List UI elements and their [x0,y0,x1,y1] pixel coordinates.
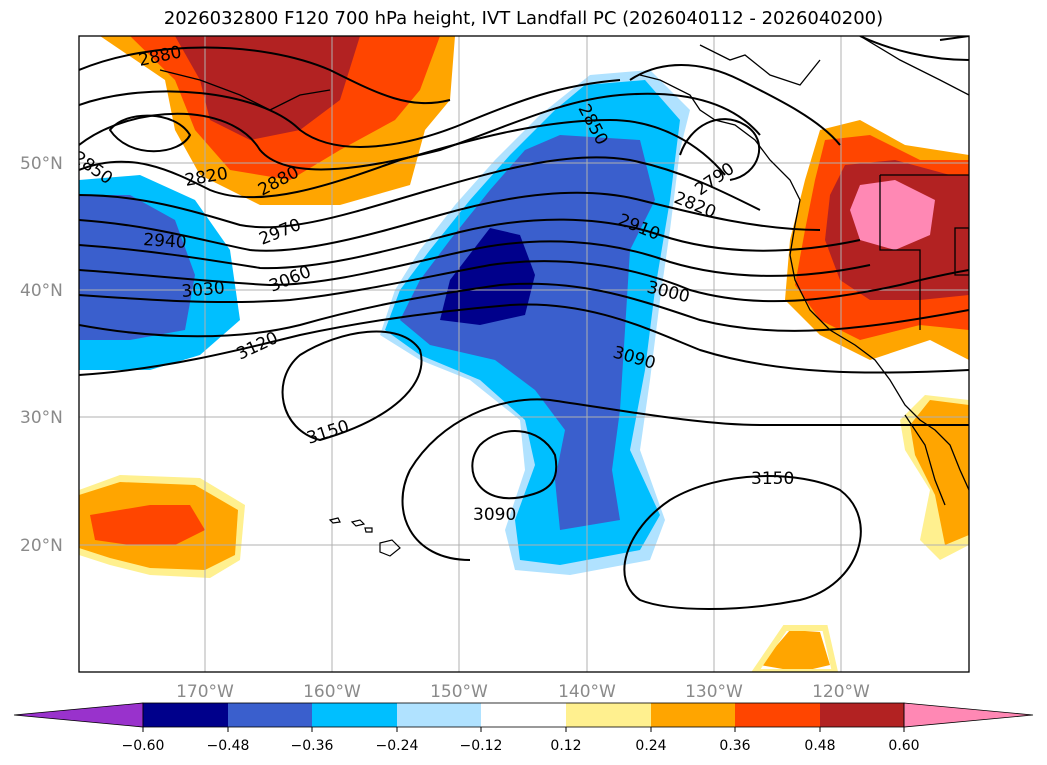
colorbar [13,702,1034,732]
colorbar-segment [143,703,228,727]
lat-label: 30°N [20,408,63,428]
colorbar-segment [820,703,904,727]
lon-label: 170°W [176,682,234,702]
colorbar-tick-label: −0.24 [376,738,419,754]
colorbar-tick-label: −0.36 [291,738,334,754]
colorbar-tick-label: −0.12 [460,738,503,754]
anomaly-positive-bottom [751,625,839,672]
anomaly-positive-southwest [79,475,245,578]
colorbar-tick-label: −0.60 [122,738,165,754]
lat-label: 40°N [20,281,63,301]
colorbar-segment [228,703,312,727]
map-area: 2880 2850 2820 2880 2940 2970 3030 3060 … [79,36,969,672]
hawaii-islands [328,517,401,557]
height-contours [79,36,969,610]
colorbar-extend-low [13,702,144,728]
colorbar-tick-label: 0.12 [550,738,581,754]
colorbar-extend-high [903,702,1034,728]
colorbar-segment [481,703,566,727]
coastlines [159,36,969,506]
gridlines [79,36,969,672]
longitude-labels: 170°W 160°W 150°W 140°W 130°W 120°W [176,682,870,702]
lon-label: 130°W [685,682,743,702]
colorbar-tick-label: 0.36 [719,738,750,754]
contour-label: 3150 [751,469,794,489]
colorbar-tick-labels: −0.60 −0.48 −0.36 −0.24 −0.12 0.12 0.24 … [122,738,920,754]
contour-label: 3030 [181,278,226,302]
anomaly-positive-westcoast [785,120,969,360]
colorbar-tick-label: −0.48 [207,738,250,754]
colorbar-segment [651,703,735,727]
lon-label: 150°W [430,682,488,702]
lon-label: 120°W [812,682,870,702]
anomaly-negative-central [380,70,690,575]
colorbar-tick-label: 0.24 [635,738,666,754]
colorbar-tick-label: 0.60 [888,738,919,754]
colorbar-frame [142,702,905,728]
latitude-labels: 50°N 40°N 30°N 20°N [20,154,63,556]
lon-label: 160°W [303,682,361,702]
lat-label: 50°N [20,154,63,174]
colorbar-segment [397,703,481,727]
contour-label: 2940 [143,230,188,253]
colorbar-tick-label: 0.48 [804,738,835,754]
figure-title: 2026032800 F120 700 hPa height, IVT Land… [163,8,884,29]
lon-label: 140°W [558,682,616,702]
colorbar-segment [735,703,820,727]
contour-label: 3090 [473,505,516,525]
lat-label: 20°N [20,536,63,556]
colorbar-segment [566,703,651,727]
colorbar-segment [312,703,397,727]
map-border [78,35,970,673]
